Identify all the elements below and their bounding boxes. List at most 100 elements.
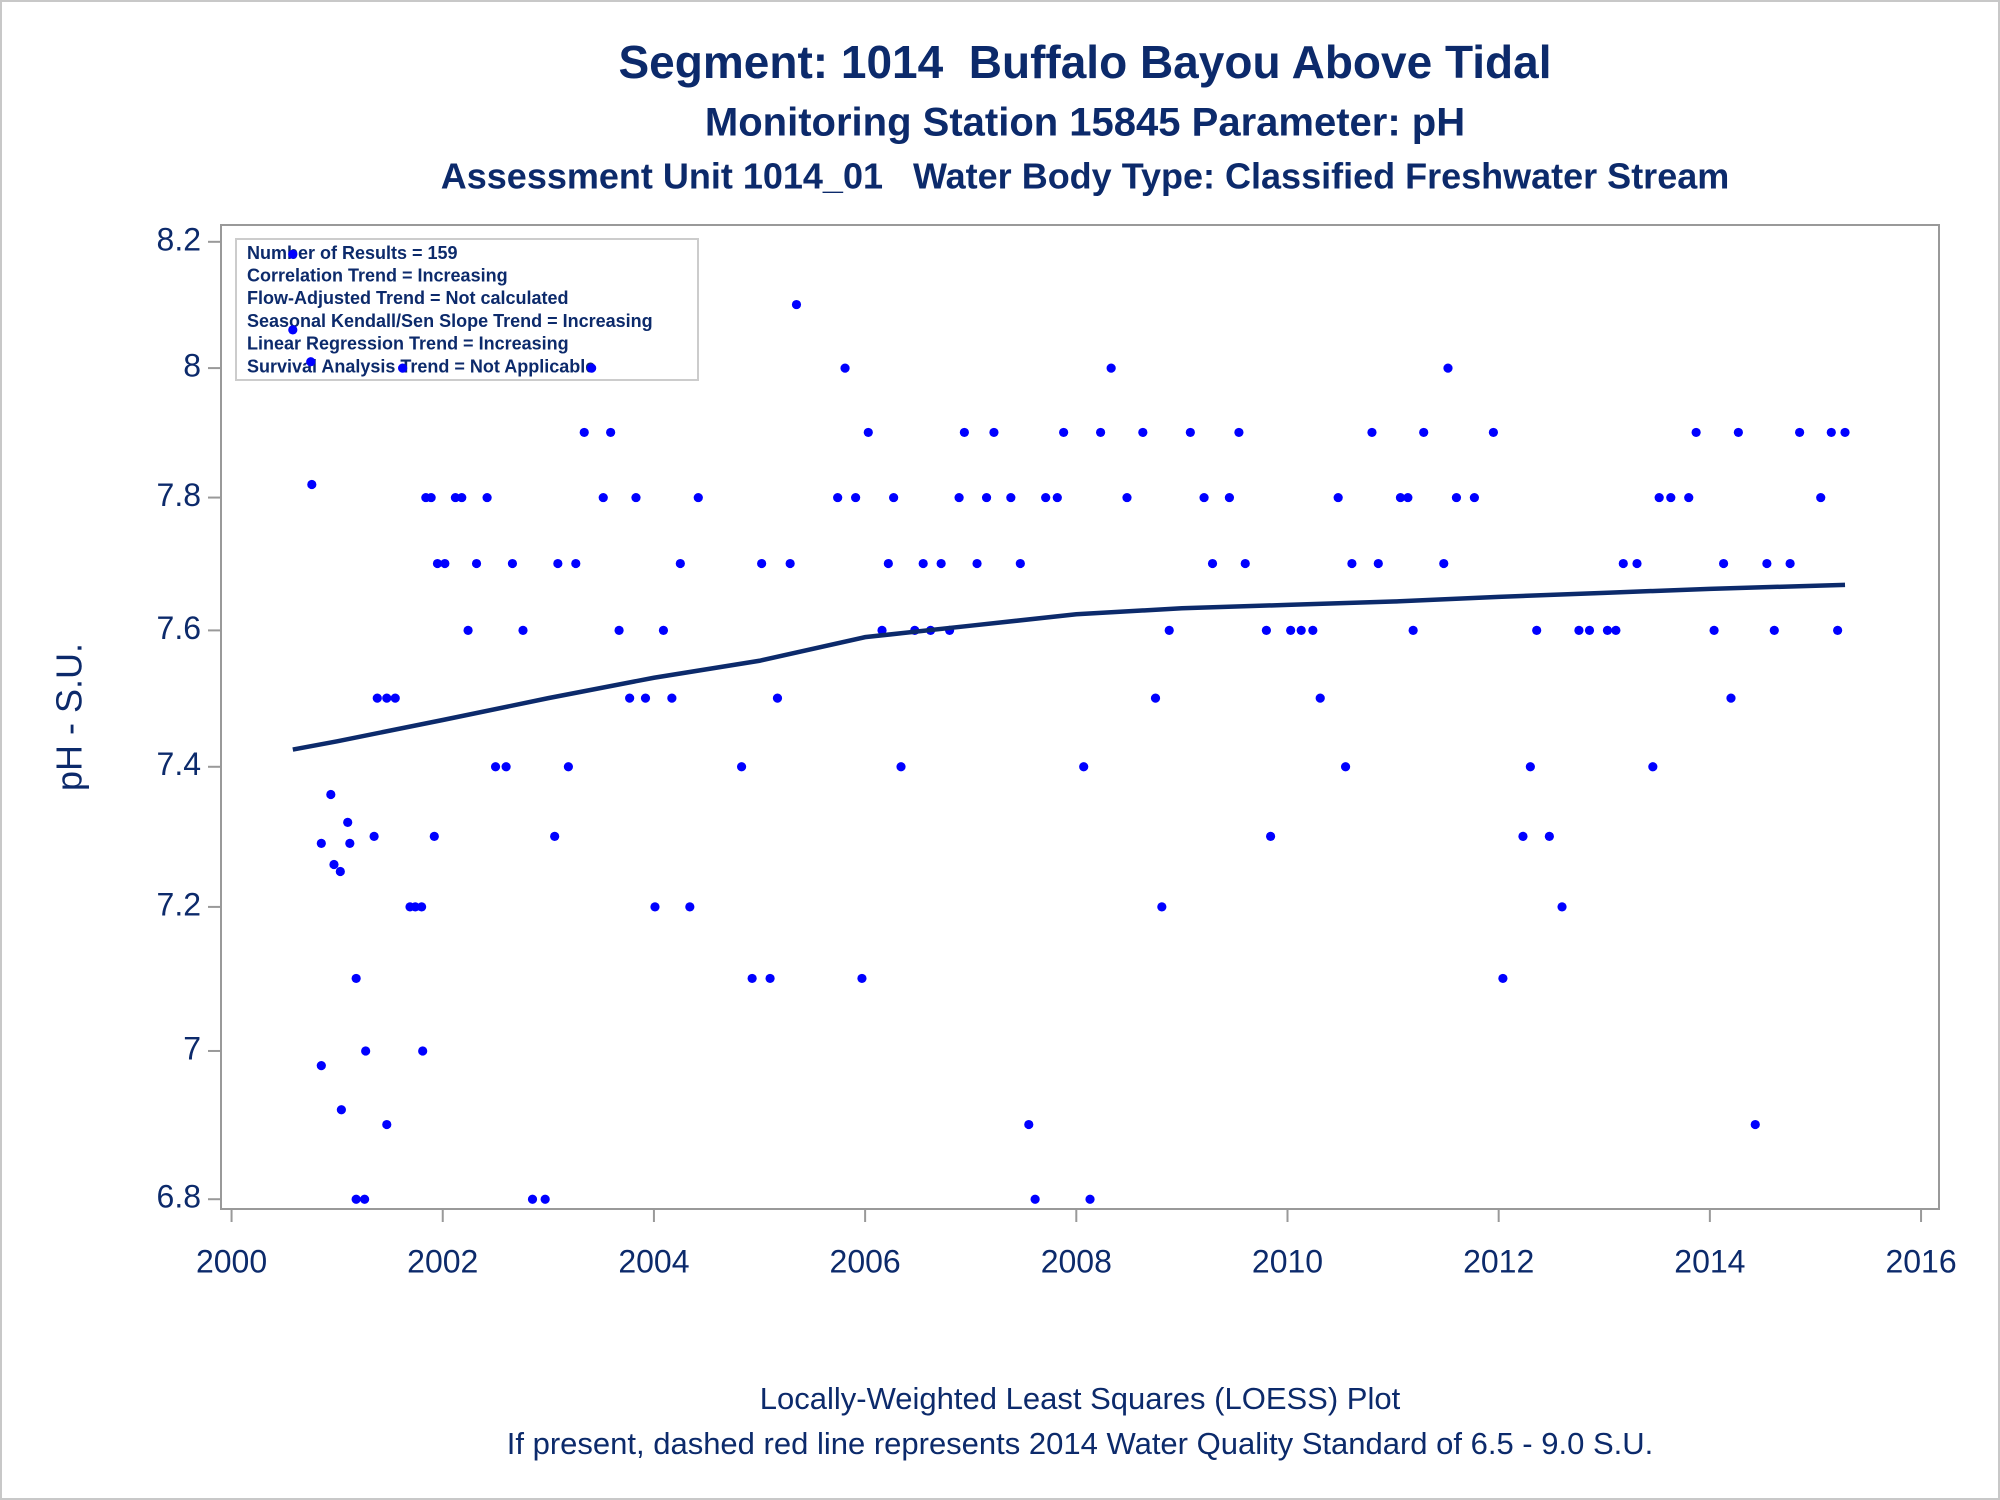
data-point (351, 1194, 361, 1204)
data-point (1469, 492, 1479, 503)
data-point (889, 492, 899, 503)
y-tick-label: 7 (183, 1030, 201, 1066)
data-point (1315, 693, 1325, 703)
data-point (1265, 831, 1276, 841)
data-point (540, 1194, 550, 1204)
data-point (501, 762, 511, 772)
x-tick-label: 2010 (1252, 1243, 1323, 1279)
data-point (936, 558, 946, 569)
data-point (307, 479, 317, 490)
data-point (288, 249, 298, 259)
data-point (918, 558, 928, 569)
y-tick-label: 7.6 (157, 610, 201, 646)
data-point (1333, 492, 1343, 503)
data-point (1403, 492, 1413, 503)
data-point (1095, 427, 1106, 438)
data-point (1079, 762, 1089, 772)
data-point (1632, 558, 1642, 569)
data-point (640, 693, 651, 703)
x-tick-label: 2008 (1041, 1243, 1112, 1279)
footnote: Locally-Weighted Least Squares (LOESS) P… (760, 1381, 1401, 1416)
data-point (1006, 492, 1016, 503)
data-point (1532, 625, 1542, 636)
data-point (1439, 558, 1449, 569)
data-point (972, 558, 982, 569)
data-point (550, 831, 560, 841)
data-point (1726, 693, 1736, 703)
data-point (1648, 762, 1658, 772)
data-point (981, 492, 992, 503)
data-point (1451, 492, 1462, 503)
plot-frame (220, 224, 1940, 1210)
data-point (1611, 625, 1621, 636)
data-point (954, 492, 964, 503)
data-point (1059, 427, 1069, 438)
data-point (772, 693, 783, 703)
data-point (351, 973, 361, 984)
chart-title: Segment: 1014 Buffalo Bayou Above Tidal (619, 36, 1552, 88)
data-point (877, 625, 887, 636)
data-point (693, 492, 703, 503)
data-point (507, 558, 518, 569)
data-point (1691, 427, 1701, 438)
data-point (1138, 427, 1148, 438)
data-point (1234, 427, 1244, 438)
data-point (959, 427, 969, 438)
data-point (440, 558, 450, 569)
data-point (1199, 492, 1209, 503)
data-point (372, 693, 382, 703)
loess-line (292, 582, 1846, 752)
data-point (1684, 492, 1694, 503)
annotation: Seasonal Kendall/Sen Slope Trend = Incre… (247, 311, 653, 331)
data-point (410, 902, 420, 912)
data-point (1122, 492, 1132, 503)
data-point (490, 762, 501, 772)
data-point (432, 558, 443, 569)
data-point (369, 831, 379, 841)
data-point (1544, 831, 1554, 841)
data-point (1750, 1119, 1760, 1130)
data-point (606, 427, 616, 438)
data-point (398, 363, 408, 373)
data-point (1498, 973, 1508, 984)
data-point (791, 299, 802, 310)
data-point (417, 902, 427, 912)
annotation: Linear Regression Trend = Increasing (247, 334, 569, 354)
data-point (329, 859, 339, 870)
data-point (625, 693, 635, 703)
data-point (335, 866, 345, 877)
data-point (1654, 492, 1664, 503)
data-point (863, 427, 873, 438)
data-point (382, 1119, 392, 1130)
y-tick-label: 7.4 (157, 746, 201, 782)
x-tick-label: 2002 (407, 1243, 478, 1279)
annotation: Survival Analysis Trend = Not Applicable (247, 356, 595, 376)
data-point (390, 693, 400, 703)
data-point (1408, 625, 1418, 636)
data-point (736, 762, 747, 772)
data-point (326, 789, 336, 800)
data-point (785, 558, 795, 569)
data-point (1224, 492, 1235, 503)
chart-subtitle: Assessment Unit 1014_01 Water Body Type:… (441, 156, 1730, 197)
data-point (650, 902, 660, 912)
data-point (840, 363, 850, 373)
data-point (1240, 558, 1250, 569)
data-point (1557, 902, 1567, 912)
data-point (482, 492, 492, 503)
data-point (1261, 625, 1271, 636)
data-point (765, 973, 775, 984)
y-tick-label: 8 (183, 348, 201, 384)
y-tick-label: 6.8 (157, 1179, 201, 1215)
data-point (1419, 427, 1429, 438)
data-point (857, 973, 867, 984)
data-point (457, 492, 467, 503)
footnote: If present, dashed red line represents 2… (507, 1426, 1654, 1461)
data-point (1618, 558, 1628, 569)
data-point (1041, 492, 1051, 503)
data-point (658, 625, 669, 636)
data-point (1373, 558, 1383, 569)
data-point (1574, 625, 1584, 636)
data-point (1826, 427, 1836, 438)
